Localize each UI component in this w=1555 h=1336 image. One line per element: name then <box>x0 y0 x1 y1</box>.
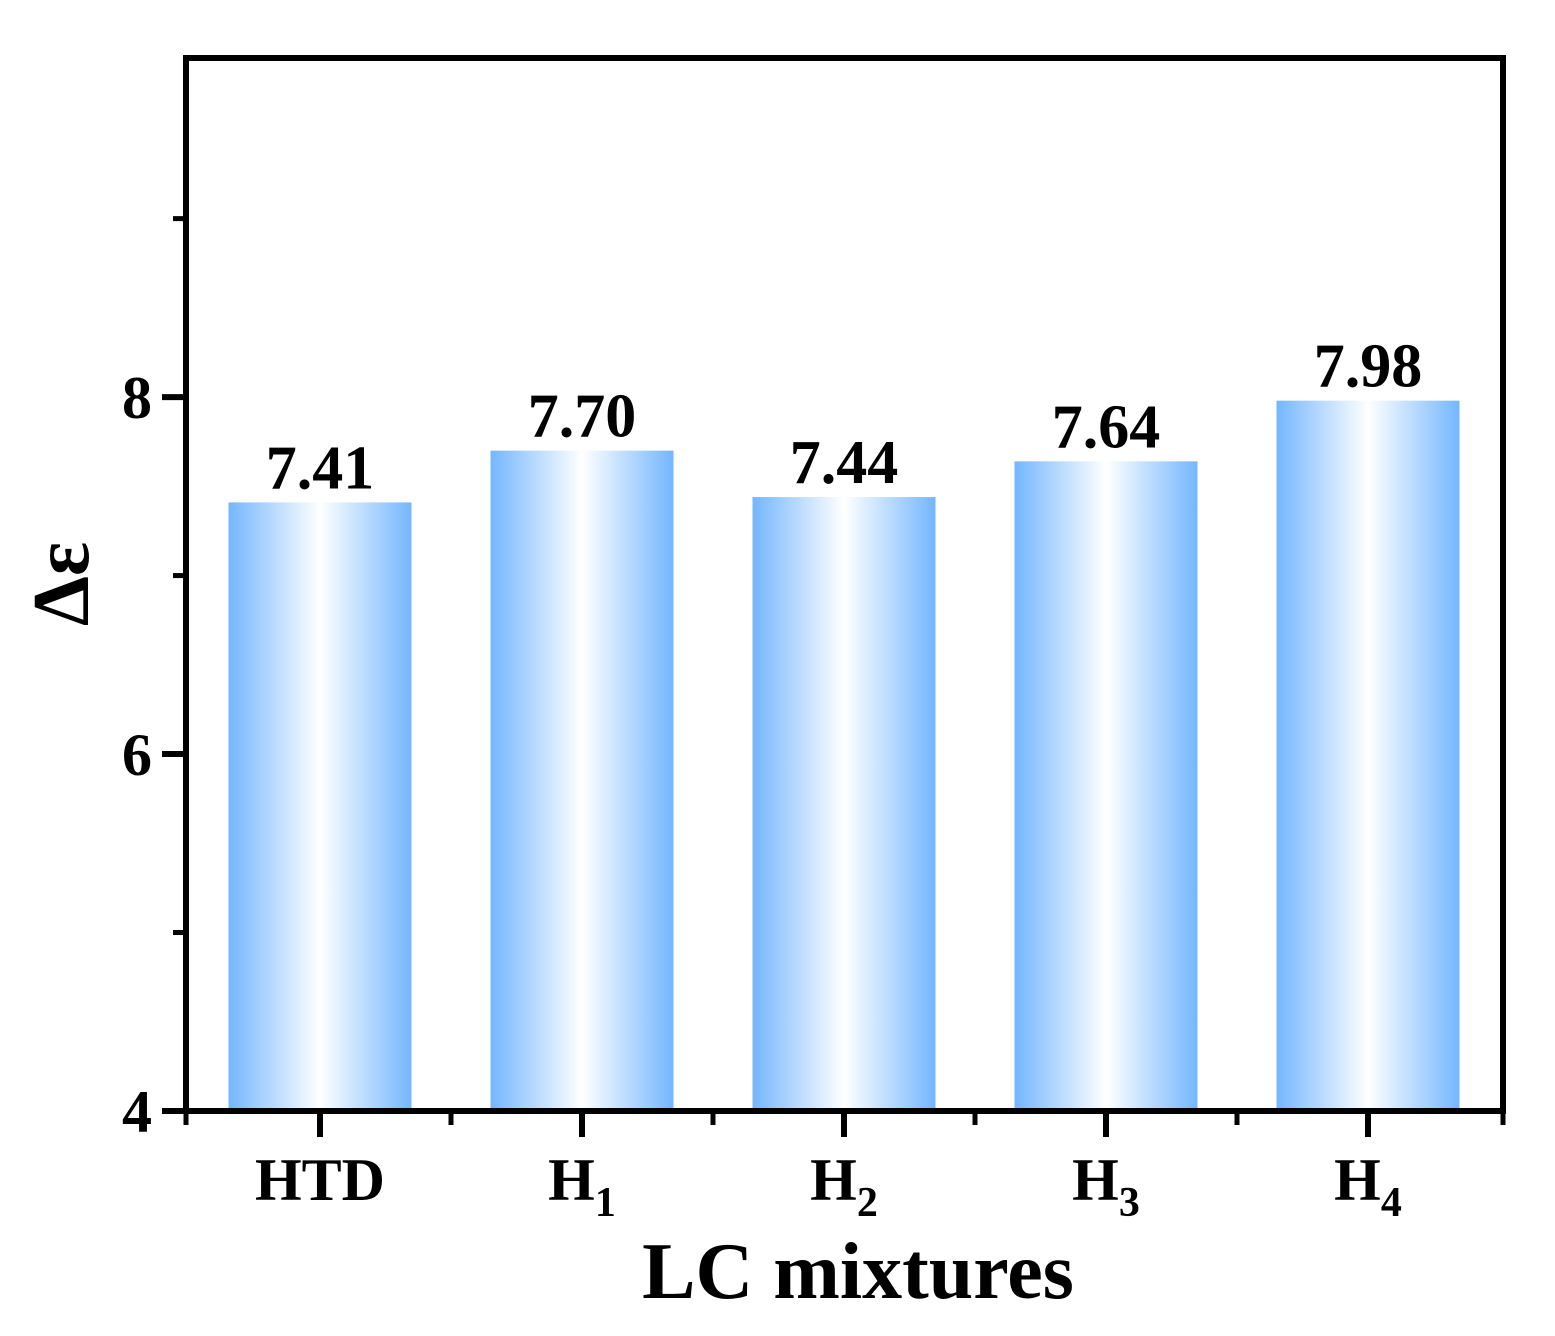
x-tick-label: H4 <box>1334 1147 1402 1226</box>
data-labels: 7.41 7.70 7.44 7.64 7.98 <box>266 333 1423 503</box>
data-label: 7.98 <box>1314 333 1423 401</box>
y-tick-label: 6 <box>122 722 152 788</box>
y-tick-label: 8 <box>122 365 152 431</box>
bar <box>752 497 936 1111</box>
bar <box>490 450 674 1112</box>
data-label: 7.44 <box>790 429 899 497</box>
x-tick-label: H1 <box>548 1147 616 1226</box>
x-tick-label: HTD <box>255 1147 385 1213</box>
bar <box>1276 400 1460 1112</box>
data-label: 7.64 <box>1052 393 1161 461</box>
y-tick-label: 4 <box>122 1079 152 1145</box>
bar <box>1014 461 1198 1111</box>
bars <box>228 400 1460 1112</box>
x-axis: HTD H1 H2 H3 H4 <box>183 1111 1506 1226</box>
x-tick-label: H3 <box>1072 1147 1140 1226</box>
x-tick-label: H2 <box>810 1147 878 1226</box>
data-label: 7.41 <box>266 434 375 502</box>
y-axis: 4 6 8 <box>122 216 186 1145</box>
y-axis-title: Δε <box>18 542 106 626</box>
bar <box>228 502 412 1111</box>
data-label: 7.70 <box>528 383 637 451</box>
x-axis-title: LC mixtures <box>642 1228 1074 1316</box>
